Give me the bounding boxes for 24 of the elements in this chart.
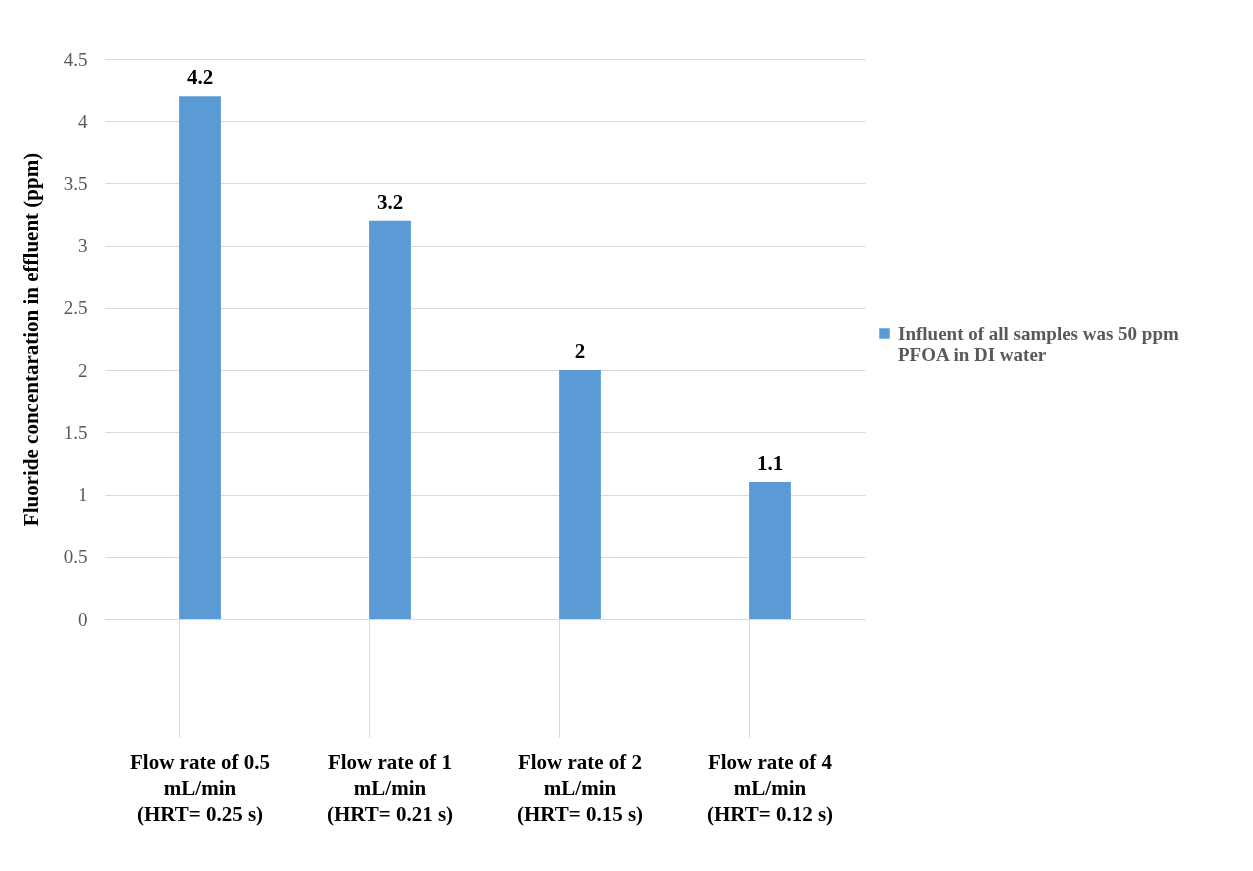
bar: [369, 220, 411, 619]
data-label: 1.1: [756, 451, 784, 476]
y-axis-title: Fluoride concentaration in effluent (ppm): [18, 152, 43, 527]
y-tick-label: 2: [78, 359, 88, 381]
bar: [179, 96, 221, 619]
y-tick-label: 4.5: [63, 48, 88, 70]
x-tick-label: Flow rate of 2 mL/min (HRT= 0.15 s): [516, 749, 644, 826]
bar: [559, 370, 601, 619]
y-tick-label: 4: [78, 110, 88, 132]
x-tick-label: Flow rate of 4 mL/min (HRT= 0.12 s): [706, 749, 834, 826]
data-label: 4.2: [186, 65, 214, 90]
x-tick-label: Flow rate of 1 mL/min (HRT= 0.21 s): [326, 749, 454, 826]
y-tick-label: 3: [78, 235, 88, 257]
y-tick-label: 0: [78, 608, 88, 630]
data-label: 3.2: [376, 189, 404, 214]
legend-label: Influent of all samples was 50 ppm PFOA in DI water: [898, 322, 1179, 365]
data-label: 2: [574, 339, 586, 364]
bar: [749, 482, 791, 619]
y-tick-label: 2.5: [63, 297, 88, 319]
y-tick-label: 0.5: [63, 546, 88, 568]
y-tick-label: 1.5: [63, 421, 88, 443]
y-tick-label: 1: [78, 484, 88, 506]
y-tick-label: 3.5: [63, 172, 88, 194]
x-tick-label: Flow rate of 0.5 mL/min (HRT= 0.25 s): [130, 749, 270, 826]
